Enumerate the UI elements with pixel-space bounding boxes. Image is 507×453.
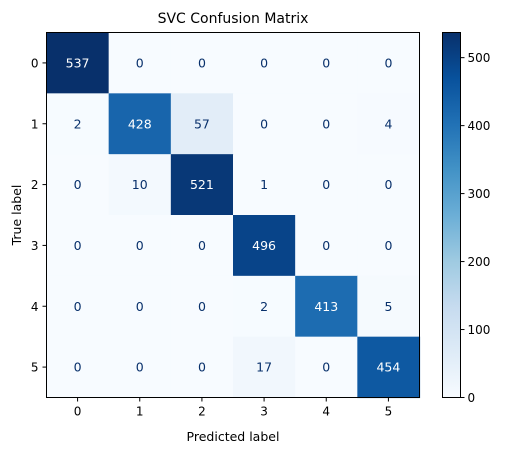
cell-value-label: 57 — [194, 116, 210, 131]
cell-value-label: 1 — [260, 177, 268, 192]
cell-value-label: 0 — [74, 299, 82, 314]
colorbar-tick-label: 400 — [468, 119, 491, 133]
cell-value-label: 0 — [384, 238, 392, 253]
cell-value-label: 0 — [74, 177, 82, 192]
cell-value-label: 454 — [376, 360, 400, 375]
y-axis-ticks: 0 1 2 3 4 5 — [31, 56, 47, 374]
y-axis-label: True label — [9, 185, 24, 247]
x-tick-label: 5 — [385, 405, 393, 419]
cell-value-label: 17 — [256, 360, 272, 375]
cell-value-label: 0 — [136, 299, 144, 314]
cell-value-label: 0 — [136, 55, 144, 70]
cell-value-label: 0 — [322, 177, 330, 192]
x-tick-label: 0 — [74, 405, 82, 419]
cell-value-label: 0 — [74, 360, 82, 375]
cell-value-label: 0 — [198, 299, 206, 314]
cell-value-label: 537 — [66, 55, 90, 70]
cell-value-label: 4 — [384, 116, 392, 131]
cell-value-label: 10 — [132, 177, 148, 192]
y-tick-label: 5 — [31, 361, 39, 375]
y-tick-label: 1 — [31, 117, 39, 131]
x-axis-ticks: 0 1 2 3 4 5 — [74, 398, 392, 419]
y-tick-label: 0 — [31, 56, 39, 70]
cell-value-label: 0 — [384, 55, 392, 70]
cell-value-label: 0 — [322, 360, 330, 375]
cell-value-label: 2 — [74, 116, 82, 131]
matrix-cells: 537 0 0 0 0 02 428 57 0 0 40 10 521 1 0 00 0 0 496 0 00 0 0 2 41… — [47, 33, 421, 399]
cell-value-label: 0 — [384, 177, 392, 192]
colorbar — [443, 33, 461, 398]
cell-value-label: 5 — [384, 299, 392, 314]
x-tick-label: 4 — [322, 405, 330, 419]
cell-value-label: 0 — [322, 116, 330, 131]
cell-value-label: 0 — [136, 238, 144, 253]
colorbar-tick-label: 300 — [468, 187, 491, 201]
cell-value-label: 496 — [252, 238, 276, 253]
cell-value-label: 0 — [322, 238, 330, 253]
colorbar-tick-label: 200 — [468, 255, 491, 269]
cell-value-label: 0 — [136, 360, 144, 375]
cell-value-label: 521 — [190, 177, 214, 192]
colorbar-tick-label: 0 — [468, 391, 476, 405]
cell-value-label: 2 — [260, 299, 268, 314]
cell-value-label: 0 — [198, 55, 206, 70]
y-tick-label: 4 — [31, 300, 39, 314]
x-tick-label: 1 — [136, 405, 144, 419]
colorbar-ticks: 0 100 200 300 400 500 — [461, 51, 491, 405]
cell-value-label: 0 — [198, 360, 206, 375]
colorbar-tick-label: 100 — [468, 323, 491, 337]
cell-value-label: 0 — [322, 55, 330, 70]
x-axis-label: Predicted label — [187, 429, 280, 444]
y-tick-label: 3 — [31, 239, 39, 253]
cell-value-label: 0 — [74, 238, 82, 253]
cell-value-label: 413 — [314, 299, 338, 314]
cell-value-label: 428 — [128, 116, 152, 131]
cell-value-label: 0 — [198, 238, 206, 253]
x-tick-label: 3 — [260, 405, 268, 419]
y-tick-label: 2 — [31, 178, 39, 192]
cell-value-label: 0 — [260, 116, 268, 131]
chart-title: SVC Confusion Matrix — [158, 11, 309, 27]
x-tick-label: 2 — [198, 405, 206, 419]
colorbar-tick-label: 500 — [468, 51, 491, 65]
cell-value-label: 0 — [260, 55, 268, 70]
